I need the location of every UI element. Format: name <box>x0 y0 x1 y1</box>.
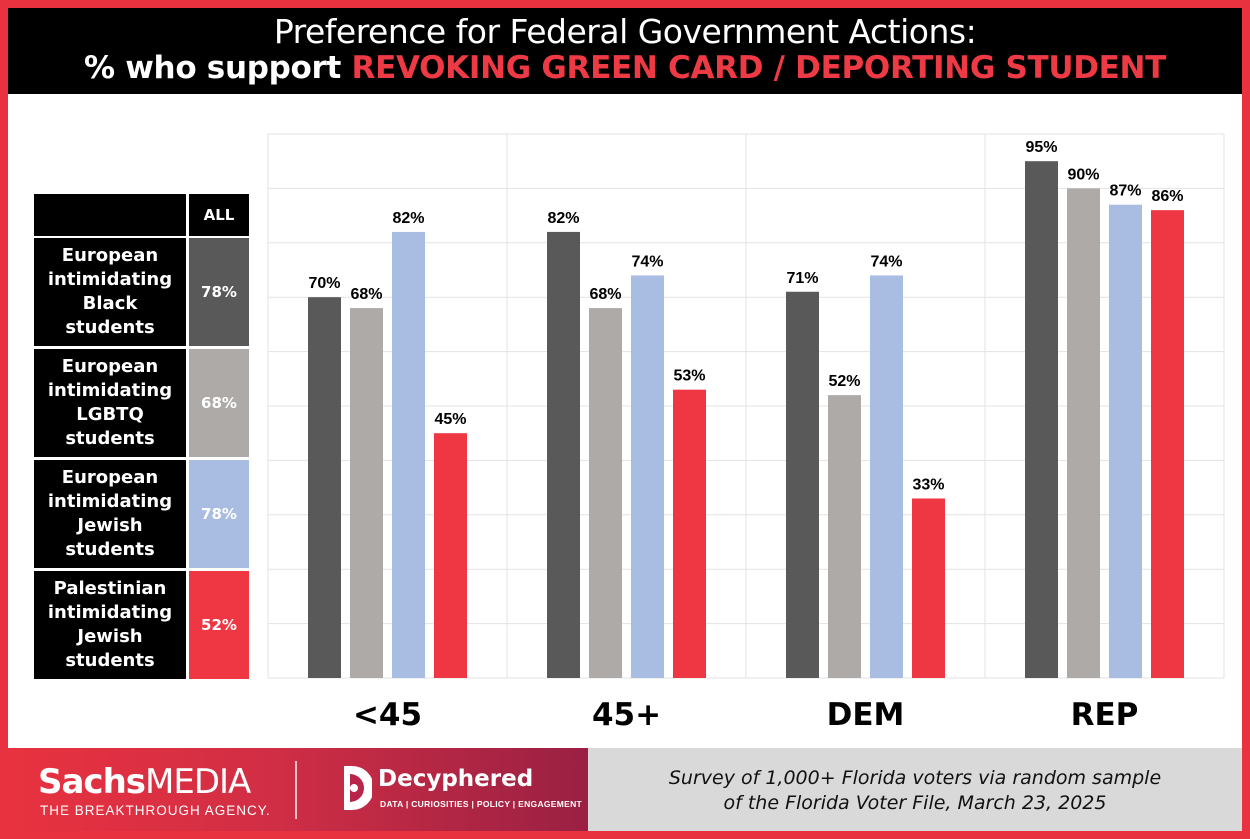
legend-row-all-value: 78% <box>189 238 249 346</box>
bar <box>392 231 425 679</box>
category-label: REP <box>1071 697 1139 733</box>
bar-value-label: 74% <box>870 253 902 270</box>
bar <box>589 308 622 678</box>
bar <box>673 389 706 678</box>
category-label: DEM <box>827 697 905 733</box>
bar-value-label: 52% <box>828 373 860 390</box>
subtitle-highlight: REVOKING GREEN CARD / DEPORTING STUDENT <box>351 50 1167 86</box>
subtitle-prefix: % who support <box>83 50 352 86</box>
bar <box>631 275 664 678</box>
bar <box>350 308 383 678</box>
legend-row-label: European intimidating LGBTQ students <box>34 349 186 457</box>
category-label: 45+ <box>592 697 661 733</box>
category-label: <45 <box>353 697 422 733</box>
legend-row-label: European intimidating Jewish students <box>34 460 186 568</box>
bar <box>1025 161 1058 678</box>
sachs-logo-light: MEDIA <box>145 762 251 802</box>
bar-value-label: 87% <box>1109 183 1141 200</box>
bar-value-label: 74% <box>631 253 663 270</box>
legend-header-blank <box>34 194 186 236</box>
bar-value-label: 70% <box>308 275 340 292</box>
bar <box>1067 188 1100 678</box>
legend-row-all-value: 78% <box>189 460 249 568</box>
bar <box>786 291 819 678</box>
footer-divider <box>295 761 297 819</box>
bar-value-label: 68% <box>589 286 621 303</box>
legend-row-all-value: 68% <box>189 349 249 457</box>
bar <box>547 231 580 679</box>
chart-title: Preference for Federal Government Action… <box>273 12 977 51</box>
sachs-media-tagline: THE BREAKTHROUGH AGENCY. <box>40 803 271 818</box>
footer-brand-strip: SachsMEDIA THE BREAKTHROUGH AGENCY. Decy… <box>8 748 588 831</box>
bar <box>434 433 467 678</box>
bar-value-label: 82% <box>547 210 579 227</box>
bar-value-label: 86% <box>1151 188 1183 205</box>
sachs-media-logo: SachsMEDIA <box>38 762 251 802</box>
survey-source-note: Survey of 1,000+ Florida voters via rand… <box>588 766 1242 816</box>
title-banner: Preference for Federal Government Action… <box>8 8 1242 94</box>
survey-note-line1: Survey of 1,000+ Florida voters via rand… <box>668 767 1162 789</box>
bar-value-label: 82% <box>392 210 424 227</box>
bar <box>1109 204 1142 678</box>
sachs-logo-bold: Sachs <box>38 762 146 802</box>
infographic-frame: Preference for Federal Government Action… <box>8 8 1242 831</box>
bar-value-label: 45% <box>434 411 466 428</box>
bar-value-label: 71% <box>786 270 818 287</box>
bar-value-label: 68% <box>350 286 382 303</box>
legend-header-all: ALL <box>189 194 249 236</box>
bar <box>308 297 341 678</box>
legend-row-all-value: 52% <box>189 571 249 679</box>
chart-subtitle: % who support REVOKING GREEN CARD / DEPO… <box>8 50 1242 86</box>
bar <box>912 498 945 678</box>
bar-chart: 70% 68% 82% 45% <45 82% 68% 74% 53% 45+ 71% 52% 74% 3… <box>267 133 1225 733</box>
survey-note-line2: of the Florida Voter File, March 23, 202… <box>723 792 1107 814</box>
bar-value-label: 33% <box>912 476 944 493</box>
decyphered-wordmark: Decyphered <box>378 766 534 792</box>
decyphered-logo-icon <box>344 766 372 810</box>
bar-value-label: 53% <box>673 368 705 385</box>
legend-row-label: Palestinian intimidating Jewish students <box>34 571 186 679</box>
bar <box>828 395 861 678</box>
bar <box>870 275 903 678</box>
bar <box>1151 210 1184 678</box>
bar-value-label: 95% <box>1025 139 1057 156</box>
bar-value-label: 90% <box>1067 166 1099 183</box>
footer-note-panel: Survey of 1,000+ Florida voters via rand… <box>588 748 1242 831</box>
decyphered-tagline: DATA | CURIOSITIES | POLICY | ENGAGEMENT <box>380 799 583 809</box>
legend-row-label: European intimidating Black students <box>34 238 186 346</box>
